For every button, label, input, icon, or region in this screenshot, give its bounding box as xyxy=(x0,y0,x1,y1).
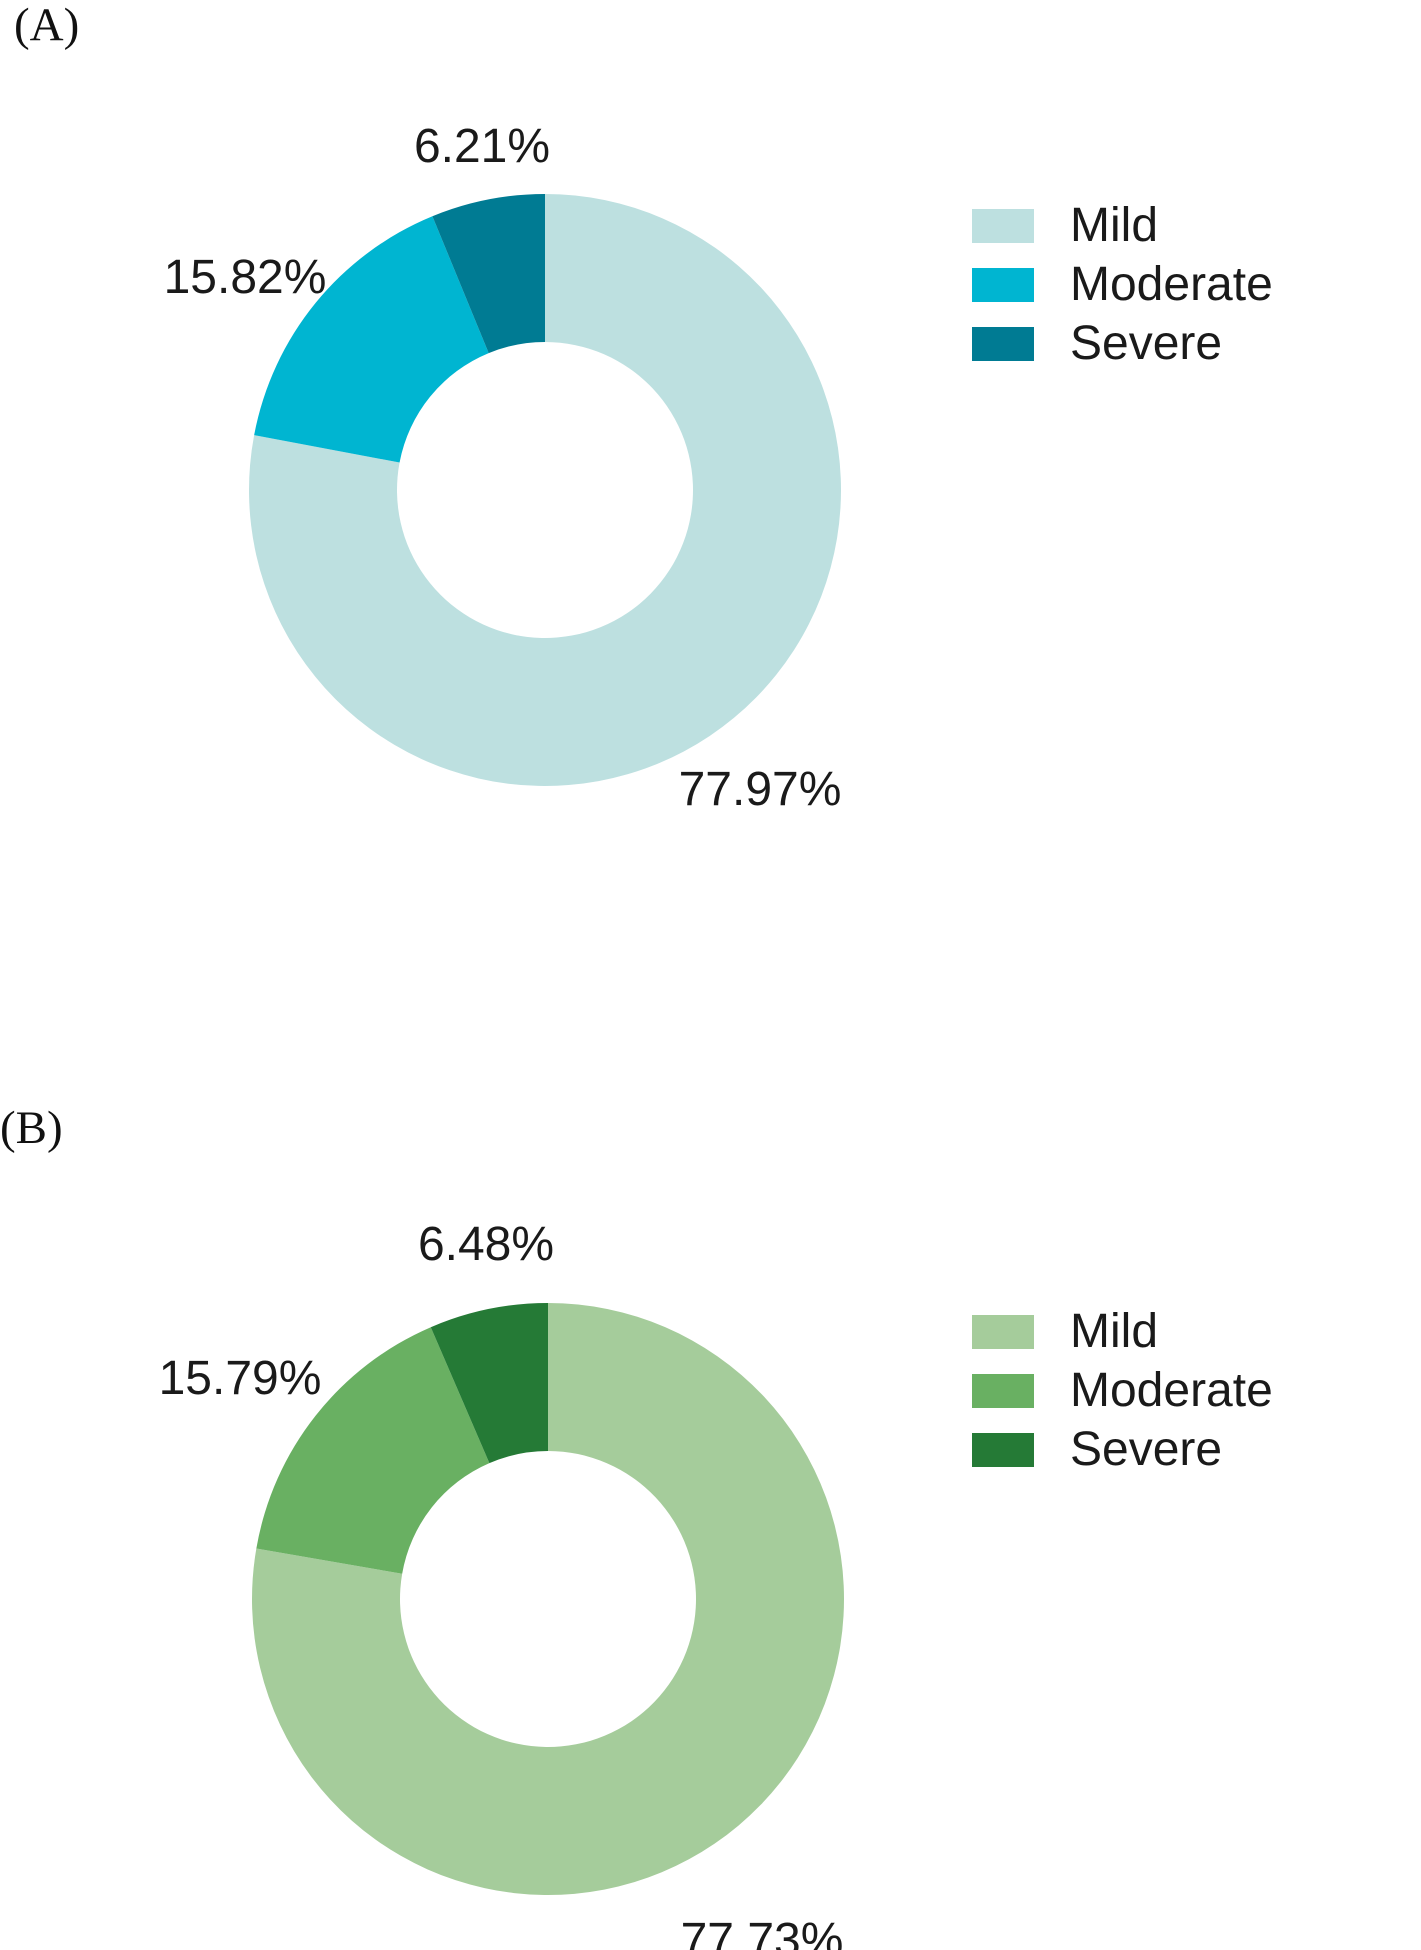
legend-label-moderate: Moderate xyxy=(1070,1363,1273,1417)
value-label-severe: 6.21% xyxy=(414,120,550,173)
legend-item-mild: Mild xyxy=(972,196,1273,255)
donut-chart-b: 77.73% 15.79% 6.48% xyxy=(159,1218,845,1950)
slice-severe xyxy=(432,194,545,354)
slice-mild xyxy=(252,1303,845,1896)
value-label-mild: 77.73% xyxy=(681,1914,844,1950)
legend-item-moderate: Moderate xyxy=(972,1361,1273,1420)
legend-swatch-severe xyxy=(972,1432,1034,1467)
slice-severe xyxy=(430,1303,548,1464)
slice-moderate xyxy=(256,1327,490,1574)
slice-moderate xyxy=(254,216,489,463)
donut-chart-a: 77.97% 15.82% 6.21% xyxy=(164,120,842,816)
legend-b: Mild Moderate Severe xyxy=(972,1302,1273,1479)
panel-label-a: (A) xyxy=(14,0,80,51)
legend-label-severe: Severe xyxy=(1070,316,1223,370)
legend-label-moderate: Moderate xyxy=(1070,257,1273,311)
legend-item-severe: Severe xyxy=(972,314,1273,373)
value-label-moderate: 15.82% xyxy=(164,251,327,304)
legend-item-mild: Mild xyxy=(972,1302,1273,1361)
legend-swatch-severe xyxy=(972,326,1034,361)
legend-label-mild: Mild xyxy=(1070,1304,1159,1358)
legend-label-severe: Severe xyxy=(1070,1422,1223,1476)
legend-item-severe: Severe xyxy=(972,1420,1273,1479)
legend-label-mild: Mild xyxy=(1070,198,1159,252)
legend-swatch-mild xyxy=(972,1314,1034,1349)
panel-label-b: (B) xyxy=(0,1102,63,1154)
legend-item-moderate: Moderate xyxy=(972,255,1273,314)
legend-swatch-moderate xyxy=(972,1373,1034,1408)
value-label-mild: 77.97% xyxy=(679,763,842,816)
value-label-severe: 6.48% xyxy=(418,1218,554,1271)
chart-panel-a: 77.97% 15.82% 6.21% (A) Mild Moderate Seve… xyxy=(14,0,1273,817)
legend-a: Mild Moderate Severe xyxy=(972,196,1273,373)
value-label-moderate: 15.79% xyxy=(159,1352,322,1405)
chart-panel-b: 77.73% 15.79% 6.48% (B) Mild Moderate Seve… xyxy=(0,975,1421,1950)
slice-mild xyxy=(249,194,842,787)
legend-swatch-moderate xyxy=(972,267,1034,302)
legend-swatch-mild xyxy=(972,208,1034,243)
